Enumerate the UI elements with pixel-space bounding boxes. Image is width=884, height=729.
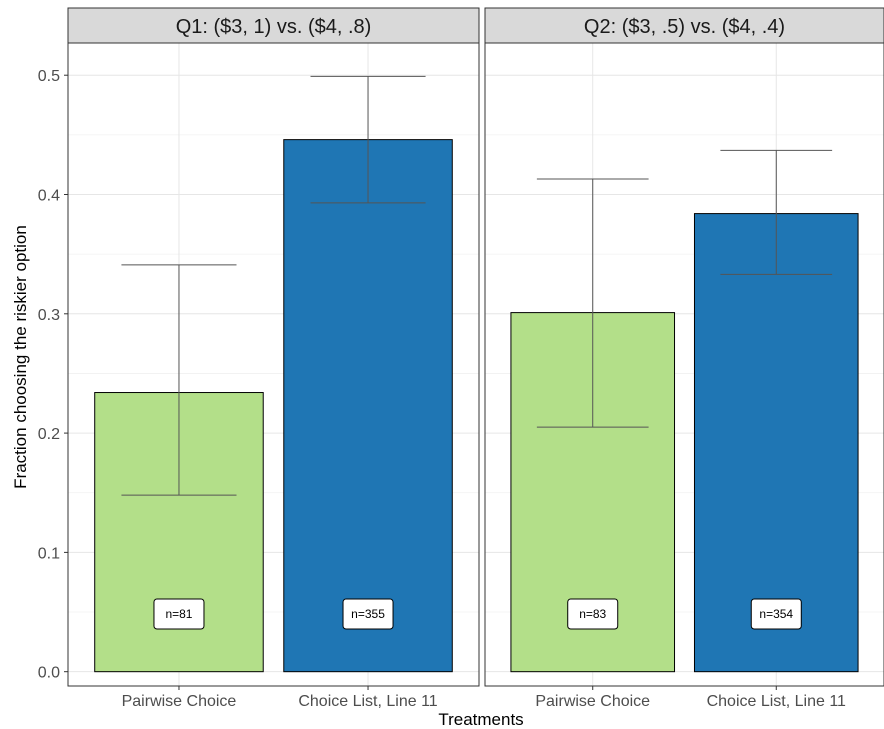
x-tick-label: Pairwise Choice [122,693,237,710]
panel-strip [484,7,884,44]
n-label: n=355 [351,607,385,621]
y-tick-label: 0.2 [38,426,60,443]
n-label-box [153,598,205,630]
bar [693,213,859,673]
n-label: n=81 [165,607,192,621]
x-tick-label: Choice List, Line 11 [298,693,437,710]
y-tick-label: 0.0 [38,665,60,682]
y-tick-label: 0.3 [38,307,60,324]
panel-strip [67,7,480,44]
panel-title: Q1: ($3, 1) vs. ($4, .8) [176,16,372,38]
n-label-box [567,598,619,630]
n-label: n=354 [759,607,793,621]
bar [283,139,453,673]
y-tick-label: 0.1 [38,545,60,562]
x-tick-label: Pairwise Choice [535,693,650,710]
y-tick-label: 0.5 [38,68,60,85]
panel-border [67,42,480,687]
x-axis-title: Treatments [438,710,523,729]
n-label: n=83 [579,607,606,621]
panel-title: Q2: ($3, .5) vs. ($4, .4) [584,16,785,38]
panel-border [484,42,884,687]
x-tick-label: Choice List, Line 11 [707,693,846,710]
n-label-box [750,598,802,630]
y-axis-title: Fraction choosing the riskier option [11,225,30,489]
n-label-box [342,598,394,630]
y-tick-label: 0.4 [38,188,60,205]
